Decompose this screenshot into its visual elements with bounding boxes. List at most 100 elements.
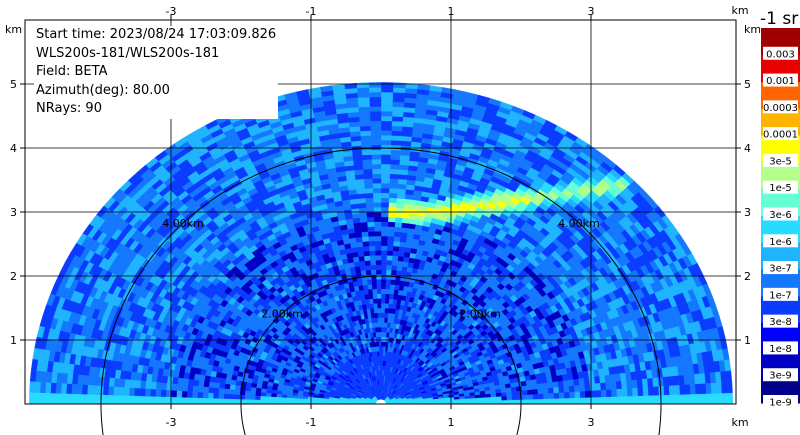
field-cell — [380, 312, 385, 318]
field-cell — [370, 130, 382, 136]
field-cell — [353, 227, 362, 234]
field-cell — [389, 163, 400, 170]
field-cell — [679, 394, 686, 404]
field-cell — [380, 317, 385, 323]
field-cell — [353, 164, 364, 171]
field-cell — [392, 87, 406, 94]
field-cell — [389, 173, 399, 180]
field-cell — [361, 279, 368, 286]
field-cell — [380, 211, 389, 218]
field-cell — [386, 259, 393, 266]
field-cell — [372, 298, 378, 304]
field-cell — [377, 327, 382, 333]
field-cell — [389, 168, 400, 175]
field-cell — [373, 206, 382, 213]
field-cell — [357, 250, 365, 257]
field-cell — [368, 293, 374, 300]
field-cell — [553, 392, 560, 399]
field-cell — [371, 163, 382, 170]
field-cell — [397, 250, 405, 257]
field-cell — [364, 187, 374, 194]
field-cell — [380, 187, 390, 194]
field-cell — [485, 400, 492, 404]
field-cell — [363, 178, 373, 184]
field-cell — [585, 390, 592, 398]
field-cell — [376, 293, 382, 299]
field-cell — [527, 394, 534, 400]
field-cell — [396, 188, 406, 195]
field-cell — [380, 154, 391, 160]
field-cell — [620, 380, 628, 389]
field-cell — [389, 288, 395, 295]
field-cell — [380, 106, 393, 112]
field-cell — [380, 351, 384, 357]
field-cell — [355, 241, 364, 248]
field-cell — [594, 382, 602, 391]
field-cell — [380, 91, 394, 98]
field-cell — [563, 385, 570, 393]
field-cell — [375, 264, 382, 270]
field-cell — [359, 217, 368, 223]
field-cell — [398, 246, 406, 253]
field-cell — [388, 197, 397, 204]
field-cell — [557, 380, 564, 388]
field-cell — [391, 115, 404, 122]
field-cell — [372, 192, 382, 198]
field-cell — [358, 255, 365, 262]
field-cell — [373, 202, 382, 208]
field-cell — [365, 202, 374, 208]
field-cell — [372, 197, 382, 203]
field-cell — [615, 380, 623, 390]
field-cell — [636, 378, 644, 388]
field-cell — [368, 245, 376, 252]
field-cell — [387, 216, 396, 223]
field-cell — [380, 130, 392, 136]
field-cell — [392, 293, 399, 300]
field-cell — [361, 236, 369, 242]
field-cell — [506, 391, 513, 397]
field-cell — [373, 221, 382, 227]
field-cell — [391, 303, 397, 310]
field-cell — [391, 106, 404, 113]
field-cell — [380, 120, 393, 127]
field-cell — [490, 400, 497, 404]
field-cell — [352, 159, 363, 166]
field-cell — [399, 236, 407, 243]
field-cell — [386, 255, 393, 261]
field-cell — [390, 149, 401, 156]
field-cell — [371, 288, 378, 295]
field-cell — [388, 298, 394, 305]
field-cell — [362, 163, 373, 170]
field-cell — [370, 139, 382, 146]
field-cell — [392, 245, 400, 252]
field-cell — [361, 149, 372, 156]
field-cell — [360, 135, 372, 141]
field-cell — [674, 394, 681, 404]
field-cell — [369, 303, 374, 309]
field-cell — [568, 385, 576, 393]
field-cell — [374, 235, 382, 242]
field-cell — [371, 168, 382, 174]
field-cell — [543, 393, 550, 400]
field-cell — [387, 221, 396, 228]
field-cell — [573, 378, 580, 386]
field-cell — [506, 395, 513, 401]
field-cell — [700, 393, 707, 404]
field-cell — [522, 394, 529, 400]
field-cell — [369, 110, 382, 117]
field-cell — [375, 274, 382, 280]
field-cell — [376, 288, 382, 294]
field-cell — [365, 197, 374, 204]
field-cell — [547, 381, 554, 389]
field-cell — [380, 96, 393, 103]
field-cell — [393, 226, 402, 233]
field-cell — [391, 125, 403, 132]
field-cell — [377, 312, 382, 318]
field-cell — [516, 394, 523, 400]
field-cell — [380, 221, 389, 227]
field-cell — [590, 396, 597, 404]
field-cell — [511, 399, 518, 404]
field-cell — [386, 317, 392, 324]
field-cell — [511, 395, 518, 401]
field-cell — [380, 298, 386, 304]
